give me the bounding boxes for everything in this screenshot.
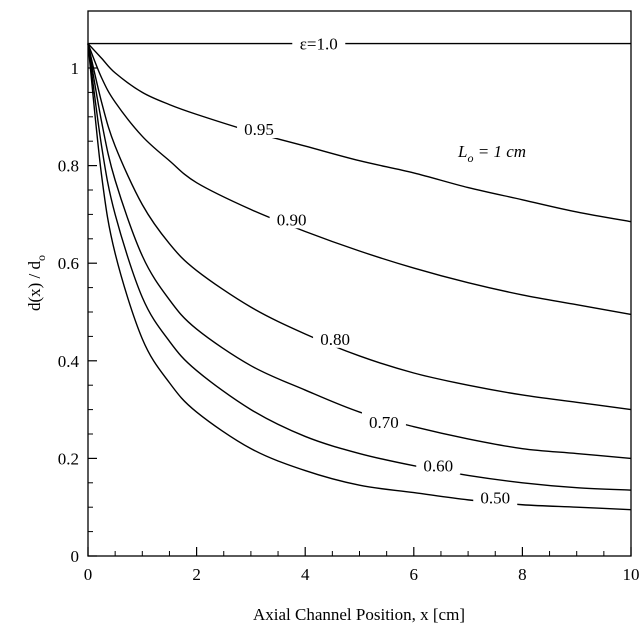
series-label: 0.60 bbox=[423, 457, 453, 476]
series-label-bg bbox=[416, 454, 461, 475]
y-axis-title-sub: o bbox=[34, 255, 48, 261]
curve-labels: ε=1.0 0.95 0.90 0.80 0.70 0.60 0.50 bbox=[237, 32, 518, 507]
plot-frame bbox=[87, 10, 632, 557]
series-label: 0.90 bbox=[277, 210, 307, 229]
series-label-bg bbox=[473, 486, 518, 507]
series-line bbox=[87, 43, 632, 460]
series-label: 0.70 bbox=[369, 413, 399, 432]
series-label: ε=1.0 bbox=[300, 35, 338, 54]
series-label-bg bbox=[237, 118, 282, 138]
series-line bbox=[87, 43, 632, 316]
y-tick-label: 0 bbox=[71, 547, 80, 566]
y-tick-label: 0.4 bbox=[58, 352, 80, 371]
y-tick-label: 0.6 bbox=[58, 254, 79, 273]
curves bbox=[87, 42, 632, 511]
y-tick-label: 0.8 bbox=[58, 157, 79, 176]
series-label-bg bbox=[361, 410, 406, 431]
series-line bbox=[87, 43, 632, 411]
y-tick-label: 1 bbox=[71, 59, 80, 78]
annotation-sub: o bbox=[467, 151, 473, 165]
x-tick-label: 0 bbox=[84, 565, 93, 584]
x-tick-label: 2 bbox=[192, 565, 201, 584]
series-label-bg bbox=[292, 32, 346, 53]
x-axis-title: Axial Channel Position, x [cm] bbox=[253, 605, 465, 624]
series-label: 0.80 bbox=[320, 330, 350, 349]
series-label-bg bbox=[313, 327, 358, 348]
y-axis-title: d(x) / do bbox=[25, 255, 48, 311]
x-tick-label: 6 bbox=[410, 565, 419, 584]
x-tick-labels: 0 2 4 6 8 10 bbox=[84, 565, 640, 584]
series-label: 0.50 bbox=[480, 488, 510, 507]
annotation-main: L bbox=[457, 142, 467, 161]
series-label: 0.95 bbox=[244, 120, 274, 139]
x-tick-label: 4 bbox=[301, 565, 310, 584]
y-axis-title-main: d(x) / d bbox=[25, 260, 44, 311]
minor-ticks bbox=[88, 91, 605, 556]
major-ticks bbox=[87, 67, 632, 557]
series-label-bg bbox=[269, 208, 314, 229]
x-tick-label: 8 bbox=[518, 565, 527, 584]
annotation-length: Lo = 1 cm bbox=[457, 142, 526, 165]
x-tick-label: 10 bbox=[623, 565, 640, 584]
y-tick-labels: 0 0.2 0.4 0.6 0.8 1 bbox=[58, 59, 80, 566]
series-line bbox=[87, 43, 632, 511]
series-line bbox=[87, 43, 632, 491]
series-line bbox=[87, 43, 632, 223]
annotation-rest: = 1 cm bbox=[473, 142, 526, 161]
y-tick-label: 0.2 bbox=[58, 449, 79, 468]
